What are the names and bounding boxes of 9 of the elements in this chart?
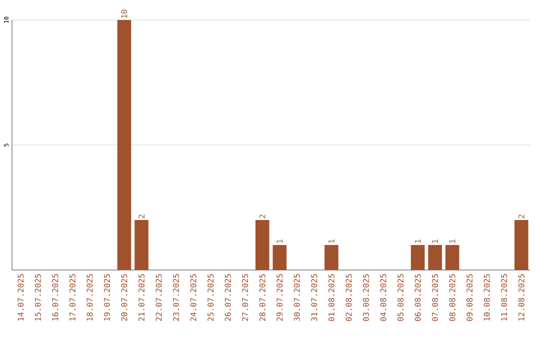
bar bbox=[134, 220, 148, 270]
bar bbox=[324, 245, 338, 270]
bar bbox=[445, 245, 460, 270]
bar bbox=[117, 20, 132, 270]
bar bbox=[410, 245, 425, 270]
bar bbox=[514, 220, 528, 270]
bar bbox=[272, 245, 287, 270]
bar bbox=[428, 245, 442, 270]
bar bbox=[255, 220, 270, 270]
